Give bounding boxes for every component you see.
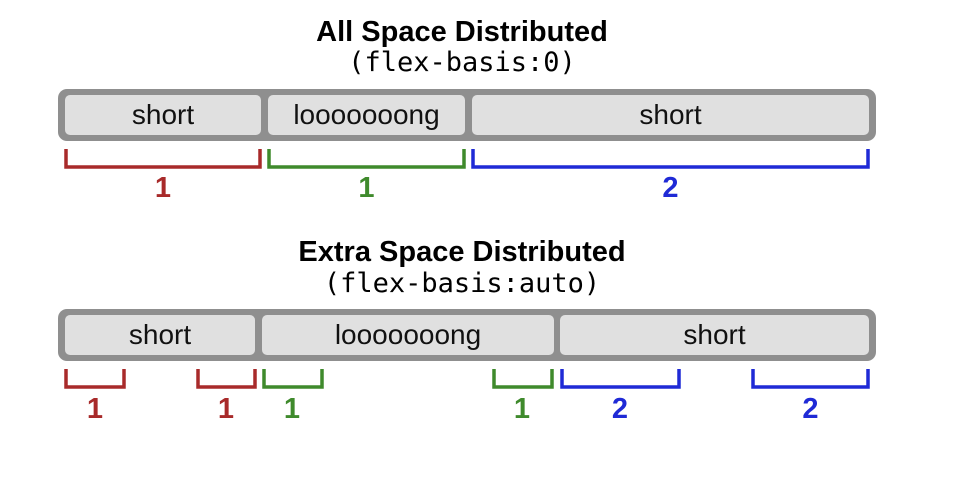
flex-grow-label: 1 [87, 393, 103, 425]
flex-item-long [268, 95, 465, 135]
flex-grow-bracket [64, 149, 262, 169]
flex-item-label: short [639, 99, 701, 130]
flex-grow-label: 1 [358, 172, 374, 204]
panel-extra-space: Extra Space Distributed (flex-basis:auto… [58, 236, 876, 425]
flex-grow-bracket [471, 149, 870, 169]
panel-title: All Space Distributed [316, 16, 608, 48]
flex-grow-bracket [492, 369, 554, 389]
flex-grow-label: 1 [218, 393, 234, 425]
flex-item-label: looooooong [335, 319, 481, 350]
flex-item-label: short [132, 99, 194, 130]
flex-grow-label: 2 [802, 393, 818, 425]
panel-all-space: All Space Distributed (flex-basis:0) sho… [58, 16, 876, 204]
panel-title: Extra Space Distributed [298, 236, 625, 268]
flex-item-short [472, 95, 869, 135]
flex-grow-label: 2 [662, 172, 678, 204]
flex-item-short [560, 315, 869, 355]
flex-item-long [262, 315, 554, 355]
flex-item-short [65, 95, 261, 135]
flex-grow-bracket [196, 369, 257, 389]
flex-grow-bracket [751, 369, 870, 389]
flex-item-label: short [683, 319, 745, 350]
flex-grow-bracket [262, 369, 324, 389]
flex-item-label: short [129, 319, 191, 350]
flex-item-short [65, 315, 255, 355]
flex-grow-bracket [560, 369, 681, 389]
flex-grow-bracket [64, 369, 126, 389]
flex-grow-label: 1 [284, 393, 300, 425]
panel-subtitle: (flex-basis:auto) [324, 268, 600, 299]
flex-grow-bracket [267, 149, 466, 169]
flex-item-label: looooooong [293, 99, 439, 130]
flex-grow-label: 2 [612, 393, 628, 425]
panel-subtitle: (flex-basis:0) [348, 47, 576, 78]
flex-grow-label: 1 [514, 393, 530, 425]
flex-grow-label: 1 [155, 172, 171, 204]
